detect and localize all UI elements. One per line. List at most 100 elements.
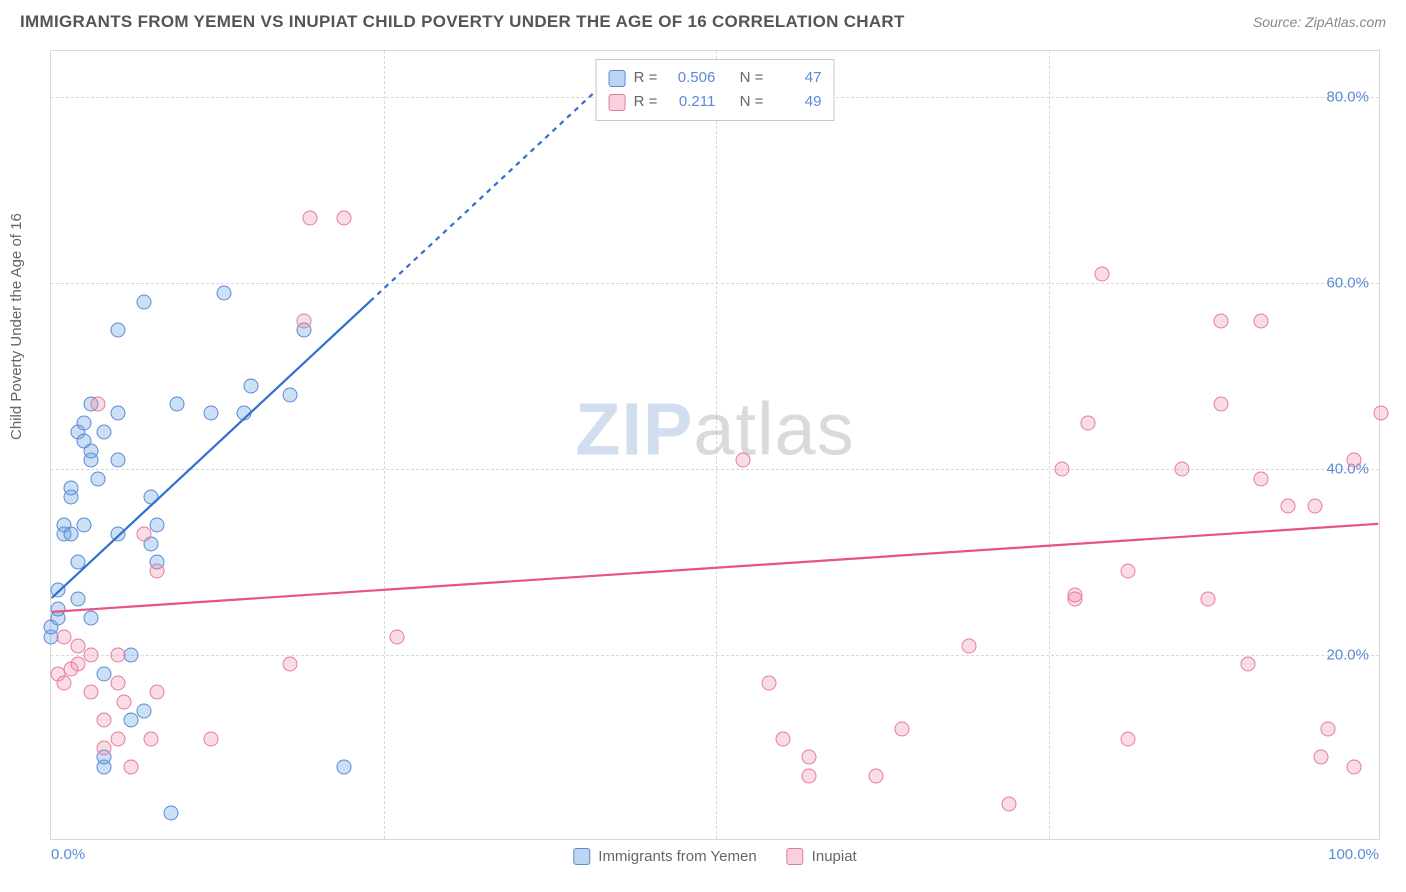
scatter-point	[895, 722, 910, 737]
scatter-point	[97, 713, 112, 728]
scatter-point	[150, 518, 165, 533]
scatter-point	[110, 527, 125, 542]
scatter-point	[802, 750, 817, 765]
scatter-point	[961, 638, 976, 653]
n-value: 47	[771, 66, 821, 90]
series-legend-label: Inupiat	[812, 848, 857, 865]
scatter-point	[77, 518, 92, 533]
scatter-point	[735, 452, 750, 467]
series-legend-item: Immigrants from Yemen	[573, 848, 756, 865]
scatter-point	[296, 313, 311, 328]
scatter-point	[1347, 452, 1362, 467]
scatter-point	[170, 397, 185, 412]
scatter-point	[97, 425, 112, 440]
scatter-point	[50, 601, 65, 616]
scatter-point	[1374, 406, 1389, 421]
scatter-point	[70, 555, 85, 570]
scatter-point	[336, 759, 351, 774]
scatter-point	[1254, 313, 1269, 328]
scatter-point	[1307, 499, 1322, 514]
scatter-point	[77, 415, 92, 430]
scatter-point	[137, 527, 152, 542]
scatter-point	[97, 741, 112, 756]
scatter-point	[1241, 657, 1256, 672]
scatter-point	[389, 629, 404, 644]
scatter-point	[110, 648, 125, 663]
scatter-point	[83, 443, 98, 458]
correlation-legend: R = 0.506 N = 47 R = 0.211 N = 49	[596, 59, 835, 121]
scatter-point	[775, 731, 790, 746]
scatter-point	[110, 731, 125, 746]
scatter-point	[110, 406, 125, 421]
scatter-point	[762, 676, 777, 691]
scatter-point	[57, 676, 72, 691]
scatter-point	[1054, 462, 1069, 477]
scatter-point	[70, 592, 85, 607]
correlation-legend-row: R = 0.211 N = 49	[609, 90, 822, 114]
scatter-point	[236, 406, 251, 421]
scatter-point	[1121, 731, 1136, 746]
scatter-point	[1214, 397, 1229, 412]
chart-title: IMMIGRANTS FROM YEMEN VS INUPIAT CHILD P…	[20, 12, 905, 32]
scatter-point	[83, 610, 98, 625]
scatter-point	[802, 768, 817, 783]
scatter-point	[303, 211, 318, 226]
scatter-point	[1001, 796, 1016, 811]
scatter-point	[1347, 759, 1362, 774]
x-axis-tick-min: 0.0%	[51, 846, 85, 863]
scatter-point	[1081, 415, 1096, 430]
scatter-point	[1174, 462, 1189, 477]
n-value: 49	[771, 90, 821, 114]
scatter-point	[123, 648, 138, 663]
scatter-point	[1314, 750, 1329, 765]
series-legend-item: Inupiat	[787, 848, 857, 865]
chart-plot-area: ZIPatlas R = 0.506 N = 47 R = 0.211 N = …	[50, 50, 1380, 840]
scatter-point	[117, 694, 132, 709]
scatter-point	[1280, 499, 1295, 514]
scatter-point	[123, 713, 138, 728]
scatter-point	[110, 452, 125, 467]
chart-header: IMMIGRANTS FROM YEMEN VS INUPIAT CHILD P…	[0, 0, 1406, 40]
scatter-point	[283, 387, 298, 402]
legend-swatch-series-1	[787, 848, 804, 865]
n-label: N =	[740, 90, 764, 114]
scatter-point	[336, 211, 351, 226]
scatter-point	[203, 731, 218, 746]
scatter-point	[150, 685, 165, 700]
r-value: 0.211	[665, 90, 715, 114]
scatter-point	[283, 657, 298, 672]
scatter-point	[137, 294, 152, 309]
scatter-point	[1254, 471, 1269, 486]
points-layer	[51, 51, 1379, 839]
scatter-point	[137, 703, 152, 718]
scatter-point	[63, 480, 78, 495]
n-label: N =	[740, 66, 764, 90]
scatter-point	[110, 322, 125, 337]
scatter-point	[216, 285, 231, 300]
scatter-point	[83, 685, 98, 700]
scatter-point	[1201, 592, 1216, 607]
scatter-point	[150, 564, 165, 579]
scatter-point	[70, 638, 85, 653]
scatter-point	[868, 768, 883, 783]
scatter-point	[90, 397, 105, 412]
legend-swatch-series-0	[573, 848, 590, 865]
scatter-point	[243, 378, 258, 393]
scatter-point	[203, 406, 218, 421]
scatter-point	[1094, 267, 1109, 282]
scatter-point	[57, 629, 72, 644]
scatter-point	[163, 806, 178, 821]
scatter-point	[97, 666, 112, 681]
series-legend: Immigrants from Yemen Inupiat	[573, 848, 856, 865]
scatter-point	[1068, 587, 1083, 602]
r-value: 0.506	[665, 66, 715, 90]
scatter-point	[63, 527, 78, 542]
scatter-point	[1320, 722, 1335, 737]
legend-swatch-series-1	[609, 94, 626, 111]
scatter-point	[143, 490, 158, 505]
legend-swatch-series-0	[609, 70, 626, 87]
r-label: R =	[634, 90, 658, 114]
scatter-point	[143, 731, 158, 746]
scatter-point	[123, 759, 138, 774]
scatter-point	[83, 648, 98, 663]
